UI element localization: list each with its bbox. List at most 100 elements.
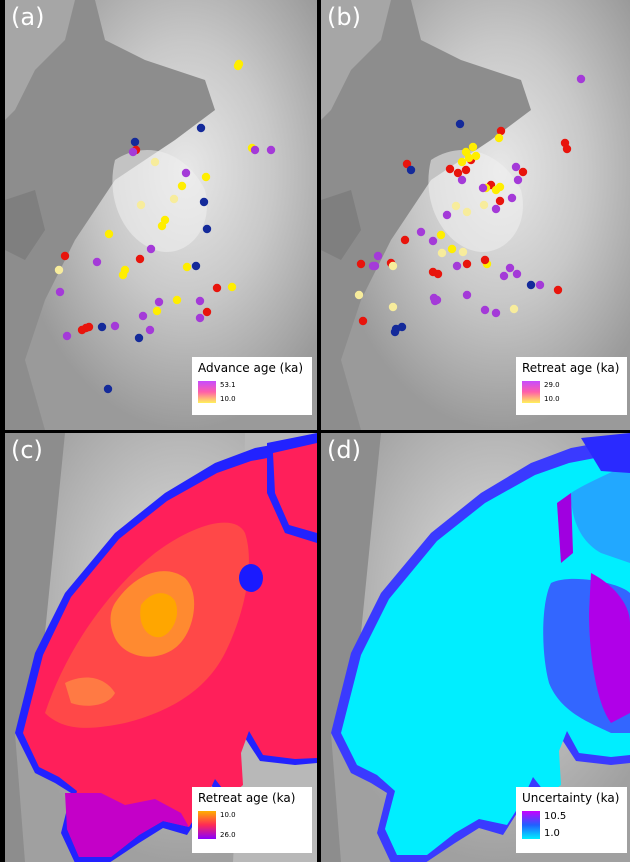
retreat-zone-west xyxy=(65,677,115,706)
sample-site-purple xyxy=(145,325,155,335)
legend-a: Advance age (ka) 53.1 10.0 xyxy=(192,357,312,415)
sample-site-pale-yellow xyxy=(54,265,64,275)
sample-site-yellow xyxy=(227,282,237,292)
landmass-west xyxy=(321,0,391,120)
sample-site-purple xyxy=(491,308,501,318)
sample-site-red xyxy=(461,165,471,175)
retreat-zone-earliest xyxy=(140,593,178,638)
sample-site-yellow xyxy=(201,172,211,182)
sample-site-red xyxy=(202,307,212,317)
panel-b-retreat-age-map: (b) Retreat age (ka) 29.0 10.0 xyxy=(321,0,630,430)
legend-bottom-d: 1.0 xyxy=(544,828,560,839)
island xyxy=(5,190,45,260)
uncertainty-high xyxy=(589,573,630,723)
sample-site-purple xyxy=(480,305,490,315)
sample-site-yellow xyxy=(157,221,167,231)
sample-site-yellow xyxy=(447,244,457,254)
sample-site-purple xyxy=(416,227,426,237)
legend-d: Uncertainty (ka) 10.5 1.0 xyxy=(516,787,627,853)
sample-site-purple xyxy=(478,183,488,193)
sample-site-red xyxy=(462,259,472,269)
legend-title-c: Retreat age (ka) xyxy=(198,791,296,805)
sample-site-purple xyxy=(62,331,72,341)
panel-d-retreat-age-uncertainty: (d) Uncertainty (ka) 10.5 1.0 xyxy=(321,433,630,862)
sample-site-purple xyxy=(181,168,191,178)
sample-site-purple xyxy=(505,263,515,273)
legend-ticks-d: 10.5 1.0 xyxy=(544,811,566,839)
island xyxy=(321,190,361,260)
legend-max-b: 29.0 xyxy=(544,381,560,389)
ice-margin-embayment xyxy=(239,564,263,592)
sample-site-pale-yellow xyxy=(437,248,447,258)
sample-site-purple xyxy=(452,261,462,271)
sample-site-pale-yellow xyxy=(169,194,179,204)
legend-max-a: 53.1 xyxy=(220,381,236,389)
legend-ticks-a: 53.1 10.0 xyxy=(220,381,236,403)
sample-site-dark-blue xyxy=(526,280,536,290)
sample-site-dark-blue xyxy=(406,165,416,175)
legend-body-c: 10.0 26.0 xyxy=(198,811,306,839)
sample-site-purple xyxy=(507,193,517,203)
sample-site-dark-blue xyxy=(134,333,144,343)
sample-site-purple xyxy=(491,204,501,214)
sample-site-pale-yellow xyxy=(451,201,461,211)
legend-title-b: Retreat age (ka) xyxy=(522,361,620,375)
sample-site-pale-yellow xyxy=(388,261,398,271)
sample-site-dark-blue xyxy=(455,119,465,129)
sample-site-purple xyxy=(576,74,586,84)
sample-site-red xyxy=(402,159,412,169)
sample-site-purple xyxy=(442,210,452,220)
legend-c: Retreat age (ka) 10.0 26.0 xyxy=(192,787,312,853)
ice-retreat-map-c xyxy=(5,433,317,862)
color-ramp-d xyxy=(522,811,540,839)
sample-site-purple xyxy=(535,280,545,290)
sample-site-red xyxy=(358,316,368,326)
sample-site-yellow xyxy=(182,262,192,272)
legend-body-d: 10.5 1.0 xyxy=(522,811,621,839)
legend-body-a: 53.1 10.0 xyxy=(198,381,306,403)
sample-site-dark-blue xyxy=(97,322,107,332)
sample-site-purple xyxy=(428,236,438,246)
sample-site-dark-blue xyxy=(130,137,140,147)
uncertainty-northeast xyxy=(571,463,630,563)
sample-site-red xyxy=(480,255,490,265)
sample-site-red xyxy=(496,126,506,136)
sample-site-purple xyxy=(250,145,260,155)
sample-site-purple xyxy=(373,251,383,261)
sample-site-yellow xyxy=(457,157,467,167)
sample-site-pale-yellow xyxy=(462,207,472,217)
sample-site-red xyxy=(495,196,505,206)
sample-site-dark-blue xyxy=(199,197,209,207)
sample-site-yellow xyxy=(494,133,504,143)
sample-site-pale-yellow xyxy=(509,304,519,314)
sample-site-dark-blue xyxy=(196,123,206,133)
sample-site-dark-blue xyxy=(397,322,407,332)
sample-site-pale-yellow xyxy=(150,157,160,167)
sample-site-yellow xyxy=(436,230,446,240)
sample-site-purple xyxy=(55,287,65,297)
sample-sites-a xyxy=(54,59,276,394)
sample-site-purple xyxy=(128,147,138,157)
sample-site-purple xyxy=(146,244,156,254)
sample-site-yellow xyxy=(495,182,505,192)
sample-site-yellow xyxy=(104,229,114,239)
legend-ticks-b: 29.0 10.0 xyxy=(544,381,560,403)
sample-site-red xyxy=(518,167,528,177)
uncertainty-north-edge xyxy=(581,433,630,473)
retreat-zone-northeast xyxy=(273,443,317,533)
sample-site-pale-yellow xyxy=(136,200,146,210)
sample-site-red xyxy=(212,283,222,293)
legend-bottom-c: 26.0 xyxy=(220,831,236,839)
sample-site-yellow xyxy=(177,181,187,191)
retreat-zone-south xyxy=(65,793,189,857)
sample-site-purple xyxy=(457,175,467,185)
panel-label-b: (b) xyxy=(327,3,361,31)
sample-site-purple xyxy=(513,175,523,185)
sample-site-red xyxy=(400,235,410,245)
sample-site-red xyxy=(84,322,94,332)
sample-site-purple xyxy=(512,269,522,279)
legend-title-d: Uncertainty (ka) xyxy=(522,791,620,805)
sample-site-red xyxy=(356,259,366,269)
sample-site-purple xyxy=(511,162,521,172)
